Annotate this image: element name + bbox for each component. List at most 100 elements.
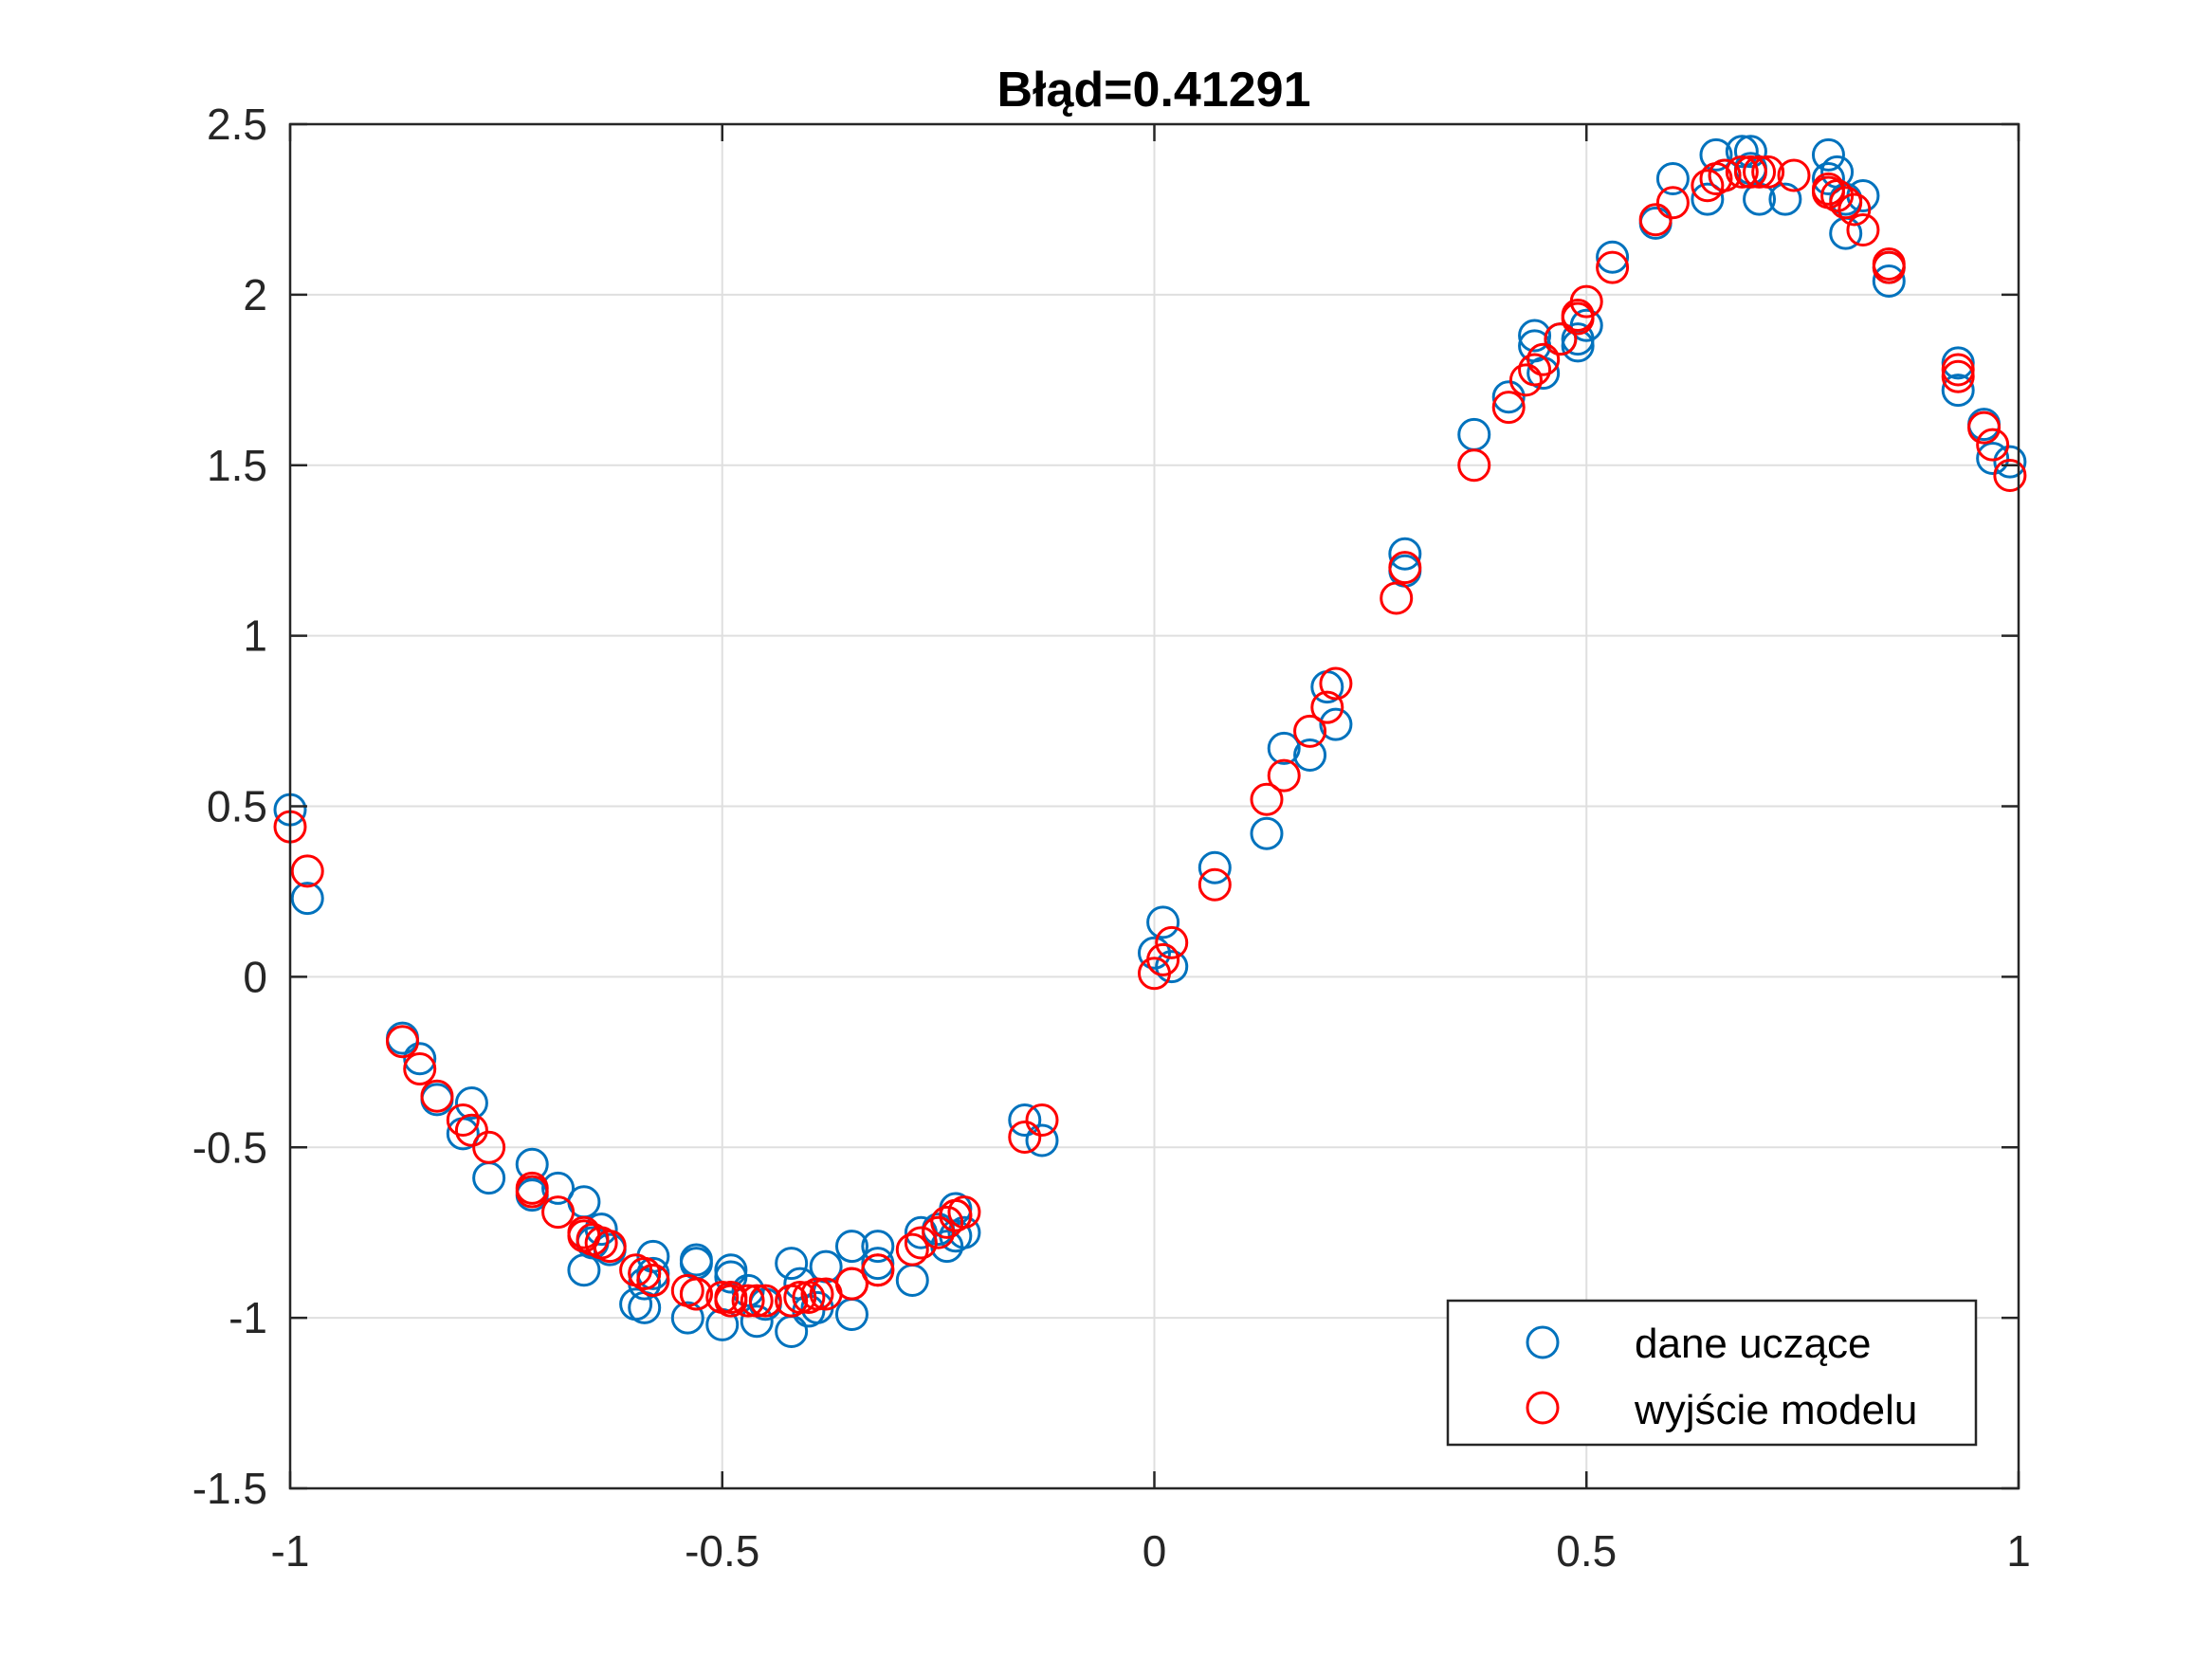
- data-point-dane-uczace: [1993, 445, 2027, 479]
- data-point-dane-uczace: [1872, 264, 1906, 298]
- legend-label-wyjscie-modelu: wyjście modelu: [1634, 1387, 1917, 1433]
- data-point-wyjscie-modelu: [1518, 353, 1552, 387]
- y-tick-label: 2: [243, 270, 267, 319]
- x-tick-label: -1: [271, 1526, 310, 1576]
- data-point-dane-uczace: [1941, 346, 1975, 380]
- data-point-wyjscie-modelu: [515, 1175, 549, 1209]
- data-point-wyjscie-modelu: [1708, 158, 1742, 192]
- data-point-dane-uczace: [1518, 319, 1552, 353]
- data-point-wyjscie-modelu: [1491, 391, 1526, 425]
- data-point-dane-uczace: [1941, 374, 1975, 408]
- data-point-dane-uczace: [1491, 380, 1526, 414]
- data-point-dane-uczace: [1768, 182, 1802, 216]
- data-point-dane-uczace: [1250, 816, 1284, 850]
- data-point-wyjscie-modelu: [541, 1195, 576, 1230]
- data-point-wyjscie-modelu: [895, 1232, 929, 1267]
- data-point-dane-uczace: [290, 882, 324, 916]
- data-point-wyjscie-modelu: [403, 1052, 437, 1086]
- data-point-dane-uczace: [1388, 537, 1422, 571]
- data-point-dane-uczace: [1293, 738, 1327, 773]
- legend-marker-dane-uczace: [1526, 1325, 1560, 1359]
- data-point-wyjscie-modelu: [1976, 428, 2010, 462]
- data-point-wyjscie-modelu: [1655, 186, 1690, 220]
- data-point-dane-uczace: [1725, 135, 1759, 169]
- data-point-wyjscie-modelu: [1872, 250, 1906, 284]
- data-point-wyjscie-modelu: [385, 1025, 419, 1059]
- data-point-dane-uczace: [1733, 135, 1767, 169]
- data-point-wyjscie-modelu: [628, 1256, 662, 1290]
- data-point-wyjscie-modelu: [1319, 666, 1353, 701]
- data-point-dane-uczace: [1267, 731, 1301, 765]
- data-point-wyjscie-modelu: [1380, 581, 1414, 615]
- data-point-wyjscie-modelu: [1751, 155, 1785, 189]
- data-point-wyjscie-modelu: [1544, 322, 1578, 356]
- data-point-wyjscie-modelu: [1967, 410, 2002, 445]
- data-point-wyjscie-modelu: [834, 1267, 868, 1301]
- data-point-wyjscie-modelu: [1743, 155, 1777, 189]
- data-point-dane-uczace: [1976, 442, 2010, 476]
- y-tick-label: -1: [229, 1293, 267, 1342]
- data-point-dane-uczace: [834, 1230, 868, 1264]
- data-point-wyjscie-modelu: [593, 1230, 627, 1264]
- x-axis-tick-labels: -1 -0.5 0 0.5 1: [271, 1526, 2031, 1576]
- legend-label-dane-uczace: dane uczące: [1635, 1321, 1872, 1367]
- data-point-wyjscie-modelu: [454, 1113, 488, 1147]
- data-point-dane-uczace: [403, 1042, 437, 1076]
- data-point-dane-uczace: [1197, 850, 1232, 884]
- data-point-dane-uczace: [947, 1215, 981, 1249]
- data-point-wyjscie-modelu: [748, 1284, 782, 1318]
- data-point-wyjscie-modelu: [636, 1264, 670, 1298]
- data-point-dane-uczace: [1319, 707, 1353, 741]
- data-point-wyjscie-modelu: [861, 1253, 895, 1287]
- data-point-wyjscie-modelu: [783, 1281, 817, 1315]
- data-point-dane-uczace: [584, 1212, 618, 1247]
- data-point-wyjscie-modelu: [1155, 925, 1189, 959]
- data-point-wyjscie-modelu: [290, 854, 324, 888]
- y-axis-tick-labels: -1.5 -1 -0.5 0 0.5 1 1.5 2 2.5: [192, 100, 267, 1513]
- data-point-dane-uczace: [1811, 137, 1845, 172]
- data-point-wyjscie-modelu: [1457, 448, 1491, 483]
- legend: dane uczące wyjście modelu: [1446, 1299, 1978, 1447]
- data-point-wyjscie-modelu: [1733, 155, 1767, 189]
- data-point-wyjscie-modelu: [1569, 284, 1603, 319]
- data-point-wyjscie-modelu: [679, 1277, 713, 1311]
- data-point-wyjscie-modelu: [1941, 353, 1975, 387]
- y-tick-label: -0.5: [192, 1122, 267, 1172]
- x-tick-label: -0.5: [685, 1526, 759, 1576]
- data-point-wyjscie-modelu: [1596, 250, 1630, 284]
- y-tick-label: 1.5: [207, 441, 267, 490]
- x-tick-label: 0.5: [1556, 1526, 1617, 1576]
- data-point-wyjscie-modelu: [1146, 942, 1180, 976]
- data-point-wyjscie-modelu: [1197, 867, 1232, 902]
- data-series: [273, 135, 2027, 1349]
- data-point-wyjscie-modelu: [1837, 192, 1872, 227]
- data-point-dane-uczace: [670, 1301, 704, 1335]
- data-point-dane-uczace: [1569, 308, 1603, 342]
- data-point-wyjscie-modelu: [1267, 758, 1301, 793]
- data-point-dane-uczace: [541, 1171, 576, 1205]
- data-point-wyjscie-modelu: [922, 1215, 956, 1249]
- data-point-wyjscie-modelu: [740, 1284, 774, 1318]
- data-point-dane-uczace: [1655, 162, 1690, 196]
- data-point-dane-uczace: [1699, 137, 1733, 172]
- data-point-wyjscie-modelu: [731, 1284, 765, 1318]
- data-point-dane-uczace: [1008, 1103, 1042, 1137]
- data-point-dane-uczace: [1811, 162, 1845, 196]
- data-point-dane-uczace: [454, 1085, 488, 1120]
- data-point-wyjscie-modelu: [800, 1277, 834, 1311]
- chart-title: Błąd=0.41291: [996, 63, 1310, 118]
- data-point-dane-uczace: [636, 1256, 670, 1290]
- axis-ticks: [288, 122, 2020, 1490]
- data-point-wyjscie-modelu: [714, 1284, 748, 1318]
- y-tick-label: 1: [243, 611, 267, 661]
- data-point-wyjscie-modelu: [1008, 1120, 1042, 1154]
- data-point-wyjscie-modelu: [420, 1079, 454, 1113]
- data-point-wyjscie-modelu: [1638, 203, 1673, 237]
- data-point-wyjscie-modelu: [1310, 690, 1344, 724]
- data-point-wyjscie-modelu: [1846, 213, 1880, 247]
- data-point-dane-uczace: [861, 1230, 895, 1264]
- data-point-dane-uczace: [1025, 1123, 1059, 1158]
- data-point-wyjscie-modelu: [947, 1195, 981, 1230]
- data-point-dane-uczace: [1155, 950, 1189, 984]
